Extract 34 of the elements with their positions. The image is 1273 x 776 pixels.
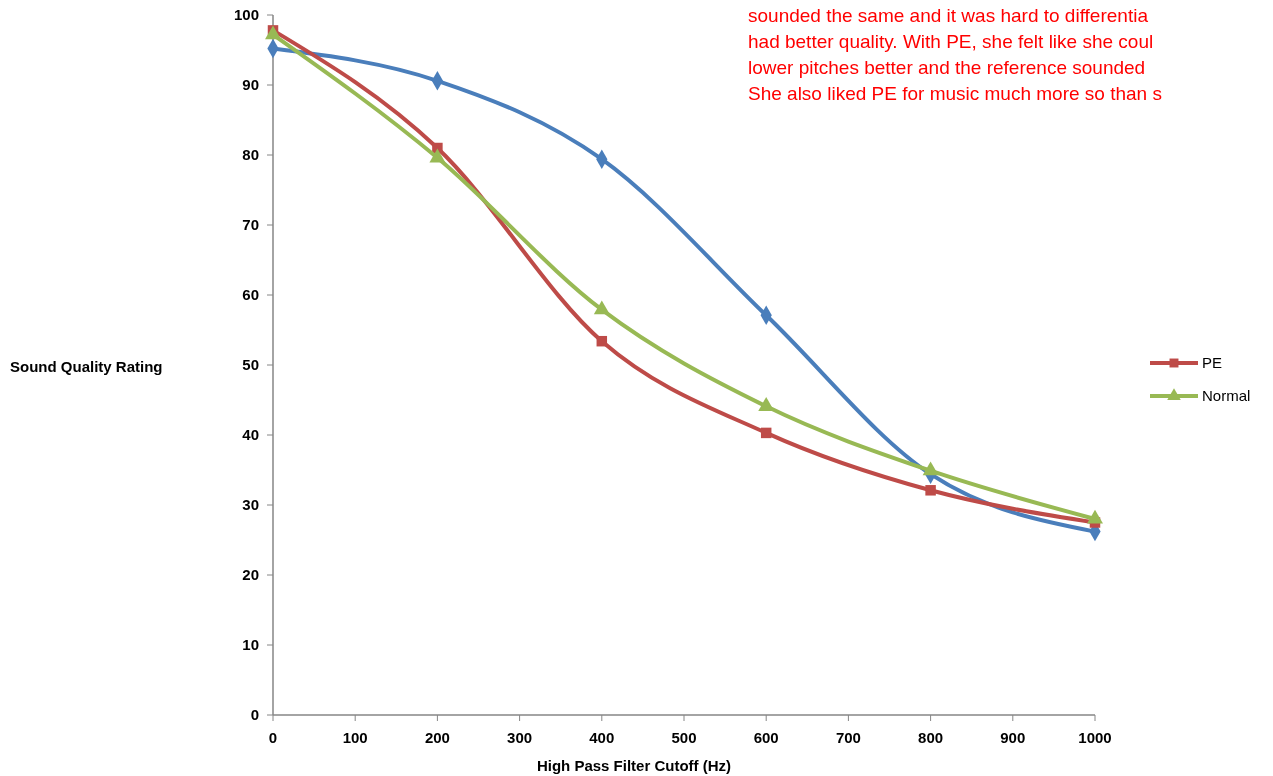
x-axis-title: High Pass Filter Cutoff (Hz) — [536, 757, 732, 774]
y-tick-label: 0 — [250, 706, 259, 724]
annotation: had better quality. With PE, she felt like she coul — [748, 31, 1154, 52]
y-tick-label: 80 — [242, 146, 259, 164]
y-tick-label: 20 — [242, 566, 259, 584]
point — [596, 335, 608, 347]
point — [925, 485, 936, 496]
y-tick-label: 70 — [242, 216, 259, 234]
x-tick-label: 100 — [342, 729, 368, 746]
point — [265, 25, 281, 40]
annotation: sounded the same and it was hard to differentia — [748, 5, 1149, 26]
y-tick-label: 10 — [242, 636, 259, 654]
x-tick-label: 400 — [589, 729, 615, 746]
legend-label: PE — [1202, 354, 1223, 372]
x-tick-label: 900 — [1000, 729, 1026, 746]
y-tick-label: 40 — [242, 426, 259, 444]
x-tick-label: 500 — [671, 729, 697, 746]
x-tick-label: 0 — [268, 729, 278, 746]
x-tick-label: 200 — [424, 729, 450, 746]
x-tick-label: 700 — [835, 729, 861, 746]
y-tick-label: 60 — [242, 286, 259, 304]
y-tick-label: 90 — [242, 76, 259, 94]
x-tick-label: 600 — [753, 729, 779, 746]
x-tick-label: 300 — [507, 729, 533, 746]
y-axis-title: Sound Quality Rating — [10, 358, 163, 375]
y-tick-label: 50 — [242, 356, 259, 374]
annotation: She also liked PE for music much more so than s — [748, 83, 1162, 104]
legend-label: Normal — [1202, 387, 1251, 405]
y-tick-label: 30 — [242, 496, 259, 514]
y-tick-label: 100 — [233, 6, 259, 24]
x-tick-label: 800 — [918, 729, 944, 746]
annotation: lower pitches better and the reference sounded — [748, 57, 1146, 78]
x-tick-label: 1000 — [1078, 729, 1112, 746]
point — [760, 427, 772, 439]
